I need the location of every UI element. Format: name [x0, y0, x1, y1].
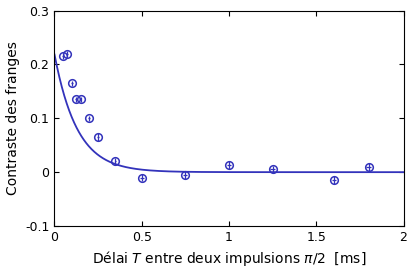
X-axis label: Délai $T$ entre deux impulsions $\pi$/2  [ms]: Délai $T$ entre deux impulsions $\pi$/2 …	[92, 249, 366, 269]
Y-axis label: Contraste des franges: Contraste des franges	[5, 41, 19, 195]
